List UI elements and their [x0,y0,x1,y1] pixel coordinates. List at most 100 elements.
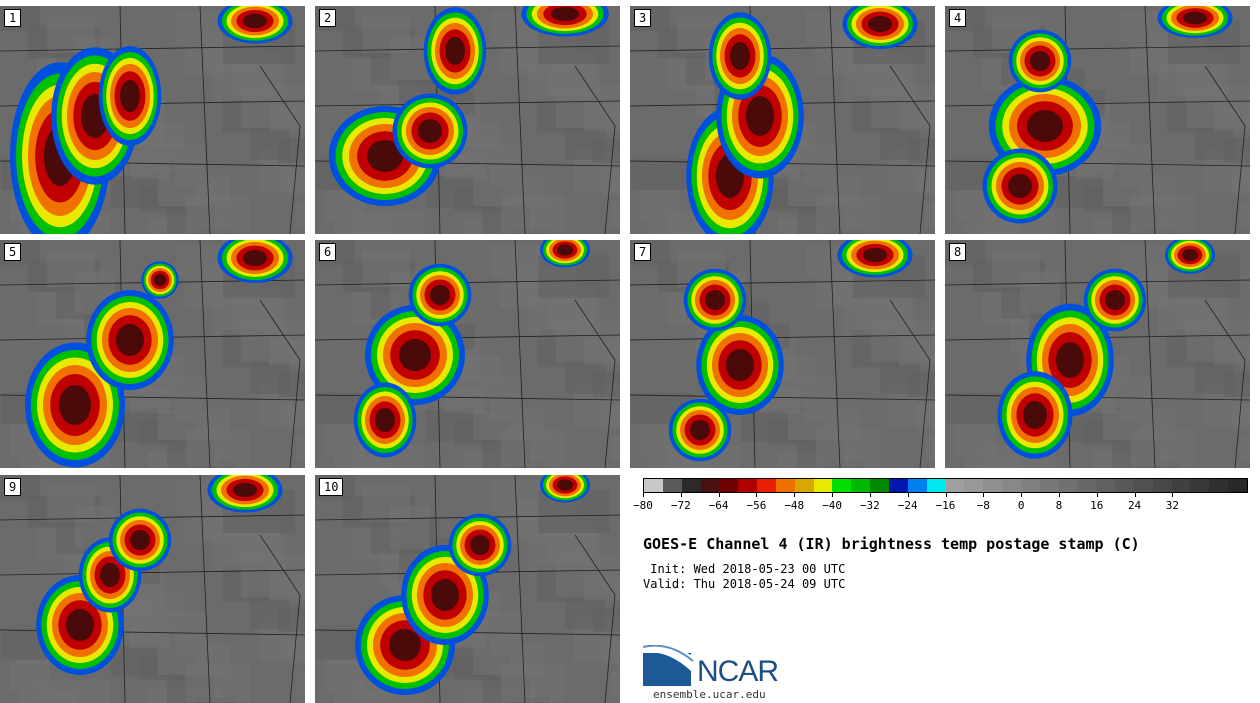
cloud-top-region [1182,249,1198,261]
cloud-top-region [66,609,94,641]
colorbar-tick [869,493,871,497]
terrain-patch [269,106,305,131]
colorbar-swatch [945,479,965,492]
cloud-top-region [557,479,573,491]
terrain-patch [908,372,935,397]
ir-map [630,240,935,468]
colorbar-swatch [832,479,852,492]
terrain-patch [501,196,565,233]
terrain-patch [602,639,620,664]
colorbar-tick-label: 16 [1090,499,1104,512]
colorbar-swatch [681,479,701,492]
colorbar-tick-label: −80 [633,499,653,512]
state-border [259,299,301,468]
ir-map [315,475,620,703]
state-border [199,6,211,234]
colorbar-swatch [738,479,758,492]
terrain-patch [611,202,620,227]
terrain-patch [278,607,305,632]
map-panel: 5 [0,240,305,468]
cloud-top-region [863,247,887,263]
panel-number: 4 [949,9,967,27]
cloud-top-region [389,629,421,661]
cloud-top-region [243,13,267,29]
terrain-patch [816,430,880,467]
terrain-patch [917,404,935,429]
colorbar-swatch [1171,479,1191,492]
panel-number: 5 [4,243,22,261]
state-border [315,334,620,341]
terrain-patch [631,159,695,190]
terrain-patch [501,430,565,467]
colorbar-swatch [757,479,776,492]
colorbar-tick-label: −72 [670,499,691,512]
colorbar-tick-label: 8 [1055,499,1063,512]
logo-text: NCAR [697,655,779,688]
cloud-top-region [705,290,725,310]
terrain-patch [278,372,305,397]
cloud-top-region [445,37,465,65]
terrain-patch [287,639,305,664]
terrain-patch [1131,430,1195,467]
colorbar-swatch [964,479,984,492]
state-border [1204,299,1246,468]
terrain-patch [186,665,250,702]
colorbar-tick-label: −56 [746,499,767,512]
cloud-top-region [116,324,144,356]
panel-number: 3 [634,9,652,27]
colorbar-tick-label: −48 [784,499,805,512]
state-border [514,240,526,468]
cloud-top-region [120,80,140,112]
ir-map [315,6,620,234]
ir-map [945,6,1250,234]
colorbar-swatch [907,479,927,492]
terrain-patch [1214,106,1250,131]
colorbar-swatch [813,479,833,492]
terrain-patch [38,681,110,703]
state-border [514,6,526,234]
state-border [630,394,935,401]
colorbar-tick [1096,493,1098,497]
colorbar-tick-label: −64 [708,499,729,512]
terrain-patch [584,575,620,600]
colorbar-swatch [1020,479,1040,492]
map-panel: 10 [315,475,620,703]
colorbar-swatch [1058,479,1078,492]
colorbar-swatch [662,479,682,492]
terrain-patch [149,143,205,174]
panel-number: 7 [634,243,652,261]
cloud-top-region [1030,51,1050,71]
colorbar-tick-label: −16 [935,499,956,512]
colorbar-swatch [926,479,946,492]
cloud-top-region [726,349,754,381]
terrain-patch [186,430,250,467]
colorbar-swatch [1077,479,1097,492]
state-border [889,65,931,234]
cloud-top-region [1183,11,1207,25]
colorbar-swatch [1096,479,1116,492]
colorbar-swatch [1228,479,1247,492]
cloud-top-region [746,96,774,136]
cloud-top-region [1105,290,1125,310]
colorbar-tick-label: −40 [822,499,842,512]
cloud-top-region [399,339,431,371]
colorbar-tick-label: 32 [1165,499,1179,512]
terrain-patch [353,212,425,234]
cloud-top-region [375,408,395,432]
map-panel: 9 [0,475,305,703]
cloud-top-region [430,285,450,305]
terrain-patch [593,607,620,632]
cloud-top-region [243,250,267,266]
map-panel: 2 [315,6,620,234]
terrain-patch [1214,340,1250,365]
terrain-patch [501,665,565,702]
colorbar-tick [680,493,682,497]
colorbar-swatch [1039,479,1059,492]
state-border [199,240,211,468]
map-panel: 6 [315,240,620,468]
terrain-patch [584,340,620,365]
terrain-patch [390,506,430,549]
cloud-top-region [557,244,573,256]
map-panel: 1 [0,6,305,234]
map-panel: 4 [945,6,1250,234]
